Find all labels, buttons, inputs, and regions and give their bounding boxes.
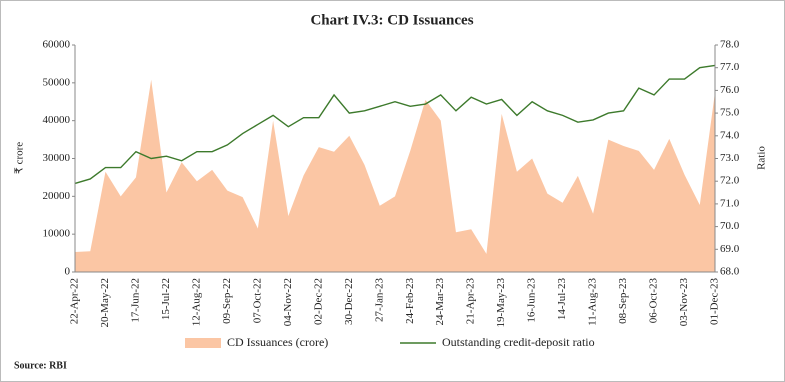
y2-tick-label: 70.0	[720, 220, 740, 232]
x-tick-label: 24-Feb-23	[404, 278, 416, 324]
x-tick-label: 11-Aug-23	[587, 278, 599, 326]
y2-axis-label: Ratio	[756, 146, 768, 170]
y2-tick-label: 71.0	[720, 197, 740, 209]
x-tick-label: 03-Nov-23	[678, 278, 690, 327]
y2-tick-label: 74.0	[720, 129, 740, 141]
x-tick-label: 30-Dec-22	[343, 278, 355, 325]
x-tick-label: 27-Jan-23	[373, 278, 385, 322]
x-tick-label: 14-Jul-23	[556, 278, 568, 321]
x-tick-label: 21-Apr-23	[465, 278, 477, 325]
x-tick-label: 24-Mar-23	[434, 278, 446, 326]
y-tick-label: 50000	[43, 76, 71, 88]
x-tick-label: 17-Jun-22	[129, 278, 141, 323]
y-tick-label: 60000	[43, 39, 71, 51]
y-axis-label: ₹ crore	[14, 142, 26, 174]
x-tick-label: 12-Aug-22	[190, 278, 202, 326]
area-series	[75, 79, 715, 272]
y2-tick-label: 68.0	[720, 266, 740, 278]
y2-tick-label: 75.0	[720, 107, 740, 119]
x-tick-label: 09-Sep-22	[221, 278, 233, 324]
y2-tick-label: 76.0	[720, 84, 740, 96]
y-tick-label: 30000	[43, 152, 71, 164]
y2-tick-label: 77.0	[720, 61, 740, 73]
legend-swatch	[185, 338, 221, 348]
y-tick-label: 10000	[43, 228, 71, 240]
x-tick-label: 08-Sep-23	[617, 278, 629, 324]
y2-tick-label: 78.0	[720, 39, 740, 51]
x-tick-label: 02-Dec-22	[312, 278, 324, 325]
x-tick-label: 19-May-23	[495, 278, 507, 328]
y-tick-label: 40000	[43, 114, 71, 126]
x-tick-label: 20-May-22	[99, 278, 111, 328]
x-tick-label: 22-Apr-22	[69, 278, 81, 324]
source-note: Source: RBI	[14, 360, 67, 371]
x-tick-label: 15-Jul-22	[160, 278, 172, 320]
x-tick-label: 07-Oct-22	[251, 278, 263, 323]
x-tick-label: 16-Jun-23	[526, 278, 538, 323]
y2-tick-label: 72.0	[720, 175, 740, 187]
legend-label: Outstanding credit-deposit ratio	[442, 335, 595, 349]
chart-title: Chart IV.3: CD Issuances	[310, 12, 473, 28]
legend-label: CD Issuances (crore)	[227, 335, 328, 349]
y2-tick-label: 69.0	[720, 243, 740, 255]
x-tick-label: 01-Dec-23	[709, 278, 721, 326]
x-tick-label: 04-Nov-22	[282, 278, 294, 326]
x-tick-label: 06-Oct-23	[648, 278, 660, 324]
y-tick-label: 20000	[43, 190, 71, 202]
y-tick-label: 0	[65, 266, 71, 278]
line-series	[74, 64, 716, 185]
y2-tick-label: 73.0	[720, 152, 740, 164]
